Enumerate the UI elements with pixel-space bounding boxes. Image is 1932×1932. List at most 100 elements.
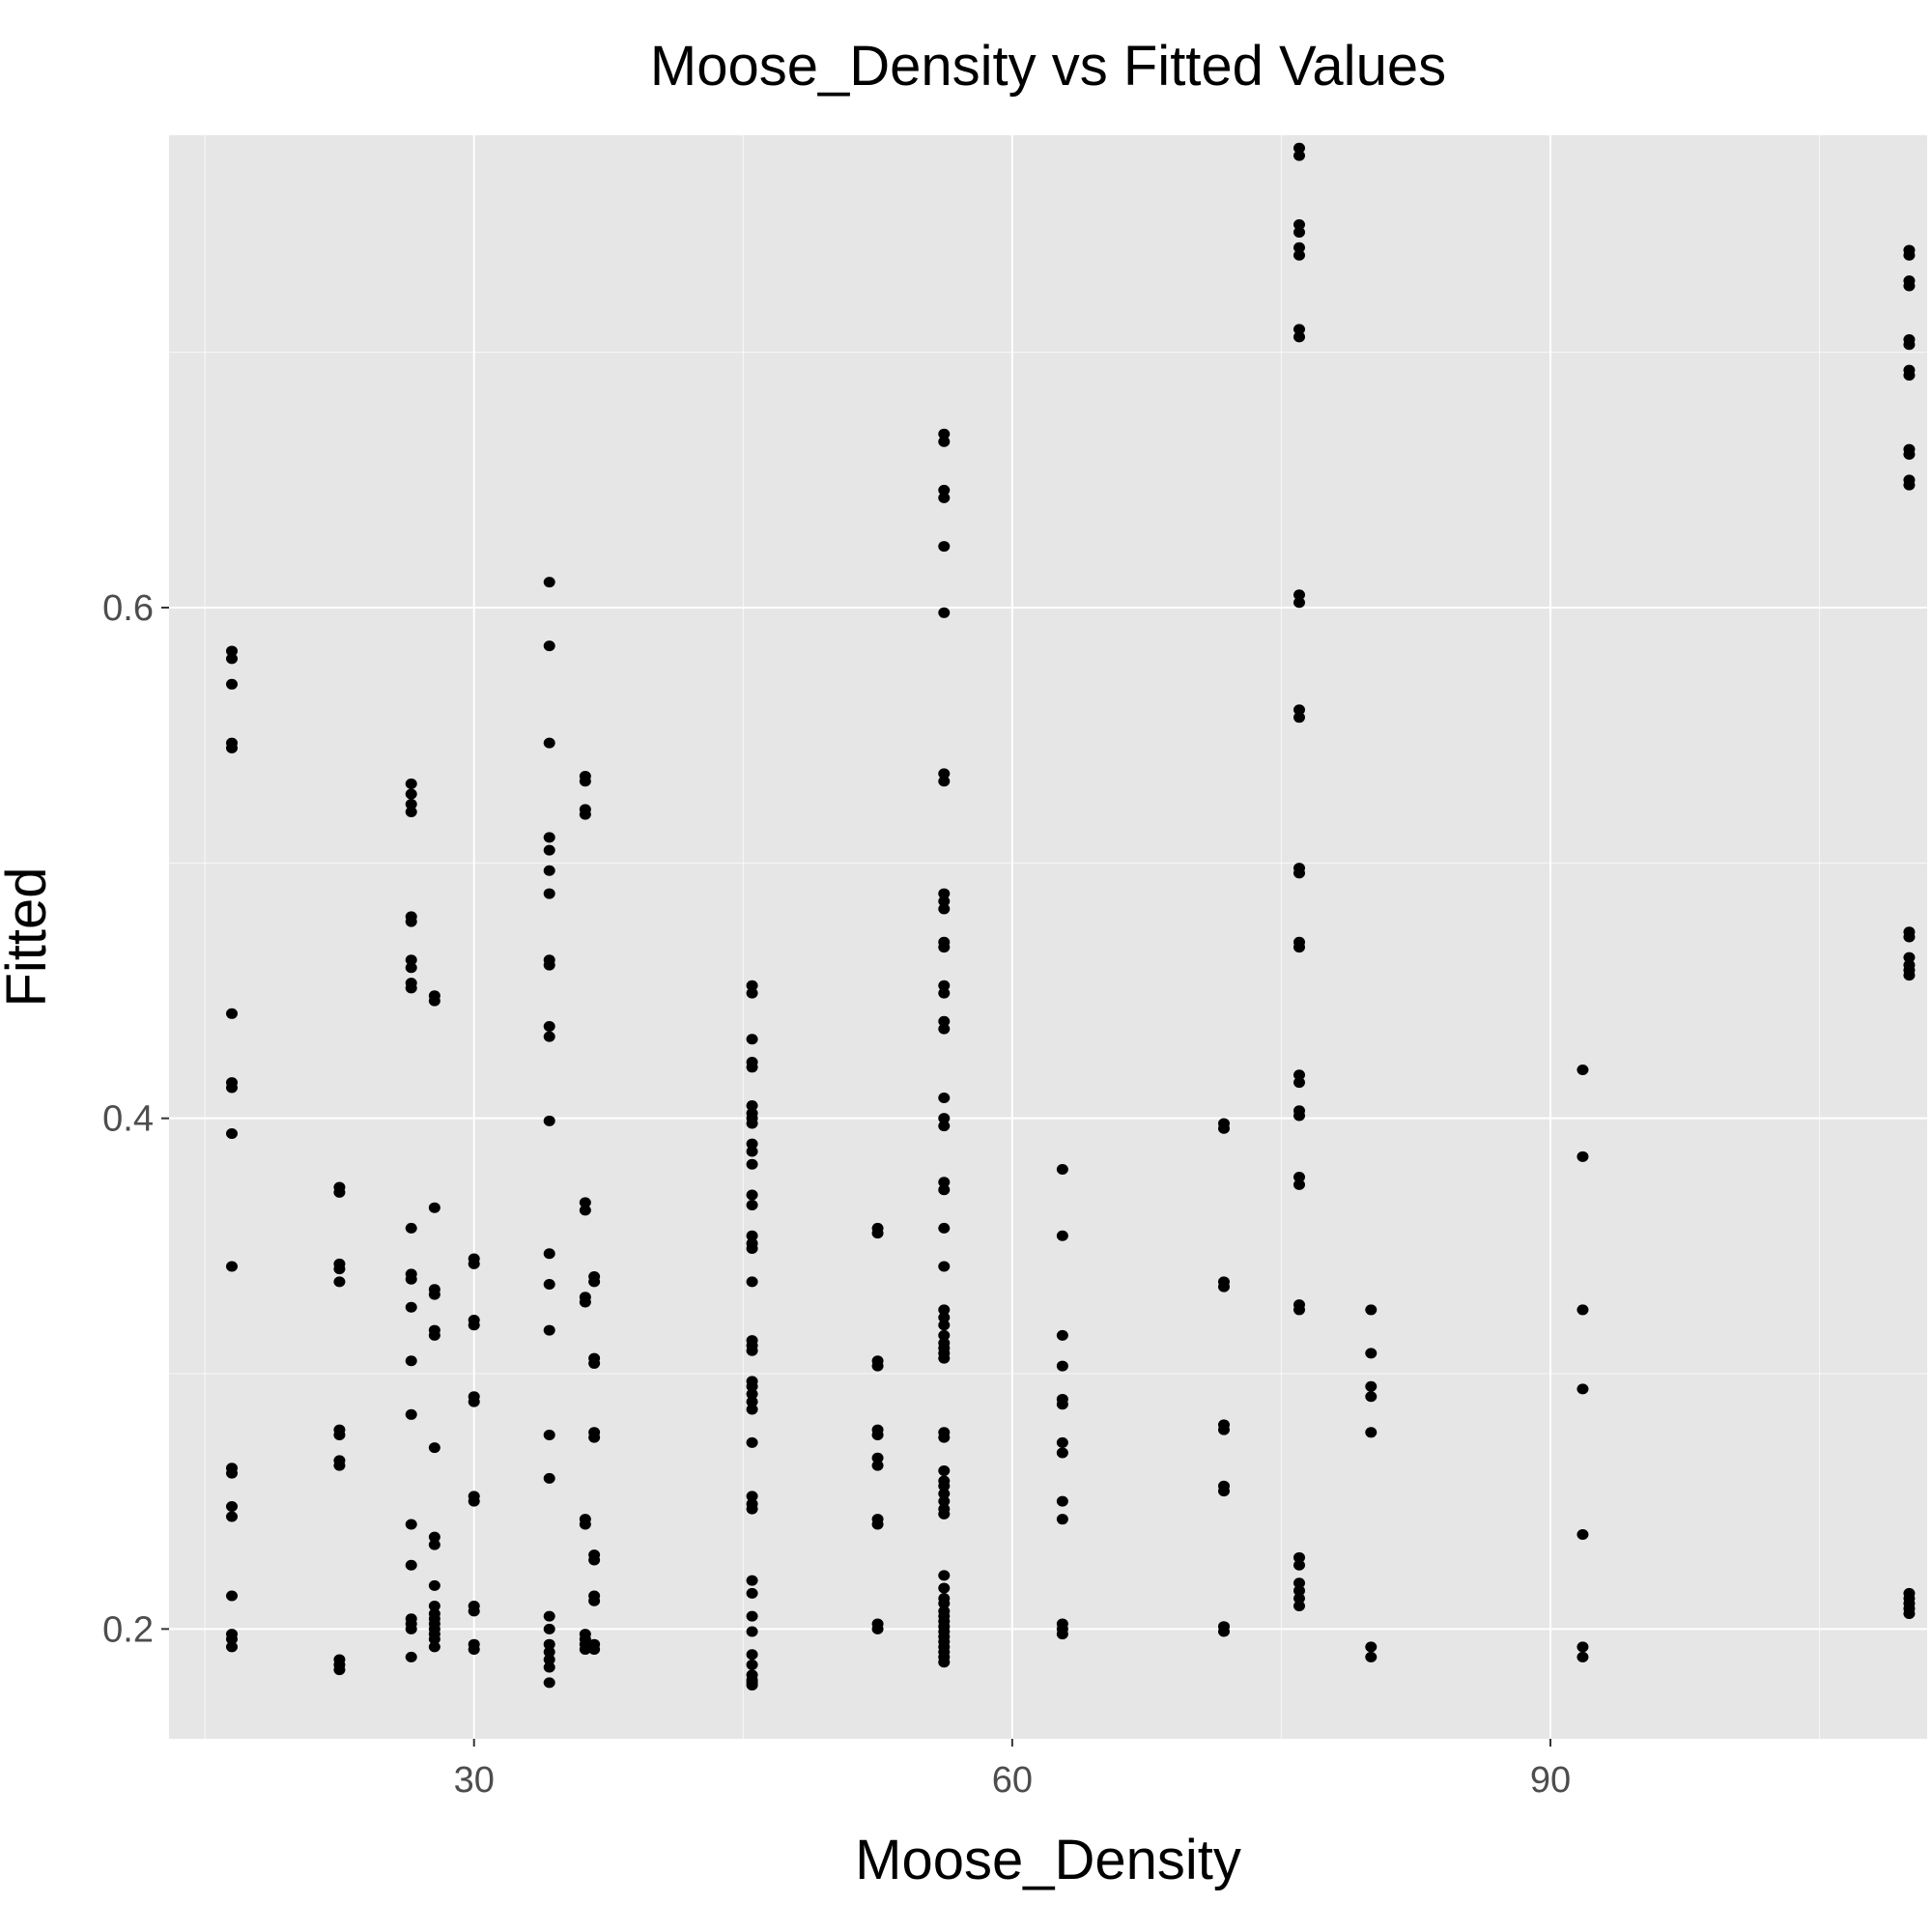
- data-point: [226, 1128, 238, 1140]
- data-point: [543, 1021, 555, 1033]
- data-point: [938, 1329, 951, 1341]
- y-tick-label: 0.2: [102, 1609, 154, 1650]
- data-point: [1293, 219, 1305, 231]
- data-point: [1577, 1641, 1589, 1653]
- data-point: [579, 1519, 591, 1530]
- data-point: [938, 1570, 951, 1581]
- y-tick-label: 0.4: [102, 1099, 154, 1140]
- data-point: [1056, 1436, 1068, 1448]
- data-point: [938, 1657, 951, 1668]
- data-point: [543, 1662, 555, 1673]
- data-point: [871, 1519, 884, 1530]
- data-point: [746, 1436, 758, 1448]
- data-point: [1056, 1629, 1068, 1640]
- y-axis-title: Fitted: [0, 867, 58, 1007]
- data-point: [1293, 1110, 1305, 1122]
- data-point: [333, 1460, 346, 1471]
- data-point: [428, 1442, 440, 1454]
- data-point: [1293, 1593, 1305, 1605]
- data-point: [543, 1677, 555, 1689]
- data-point: [543, 1248, 555, 1260]
- data-point: [405, 1623, 417, 1634]
- data-point: [1293, 942, 1305, 953]
- data-point: [405, 799, 417, 810]
- data-point: [543, 1031, 555, 1042]
- data-point: [405, 788, 417, 800]
- data-point: [746, 1659, 758, 1670]
- x-axis-ticks: 30 60 90: [454, 1739, 1571, 1801]
- data-point: [1577, 1064, 1589, 1075]
- data-point: [938, 895, 951, 907]
- data-point: [226, 645, 238, 657]
- data-point: [1903, 1607, 1916, 1619]
- data-point: [579, 776, 591, 787]
- data-point: [746, 1146, 758, 1157]
- data-point: [871, 1452, 884, 1463]
- data-point: [1365, 1304, 1378, 1316]
- data-point: [746, 1034, 758, 1045]
- data-point: [543, 1472, 555, 1484]
- data-point: [1293, 1304, 1305, 1316]
- data-point: [468, 1396, 480, 1407]
- data-point: [428, 1634, 440, 1645]
- data-point: [588, 1554, 601, 1566]
- data-point: [405, 778, 417, 789]
- data-point: [746, 1575, 758, 1586]
- data-point: [1293, 704, 1305, 716]
- data-point: [938, 942, 951, 953]
- data-point: [1293, 242, 1305, 253]
- data-point: [543, 1646, 555, 1658]
- data-point: [405, 954, 417, 966]
- data-point: [226, 1511, 238, 1522]
- data-point: [746, 1404, 758, 1415]
- data-point: [543, 1623, 555, 1634]
- data-point: [579, 809, 591, 820]
- data-point: [1293, 1077, 1305, 1089]
- data-point: [543, 888, 555, 899]
- data-points: [226, 142, 1916, 1690]
- data-point: [1577, 1651, 1589, 1662]
- data-point: [405, 1301, 417, 1313]
- data-point: [543, 1115, 555, 1126]
- data-point: [1903, 369, 1916, 381]
- data-point: [543, 1610, 555, 1622]
- data-point: [428, 1531, 440, 1543]
- data-point: [226, 1500, 238, 1512]
- data-point: [1577, 1383, 1589, 1395]
- data-point: [543, 865, 555, 876]
- data-point: [579, 1205, 591, 1216]
- data-point: [428, 1202, 440, 1213]
- data-point: [226, 1590, 238, 1602]
- data-point: [746, 1587, 758, 1599]
- data-point: [1903, 249, 1916, 261]
- data-point: [543, 737, 555, 749]
- y-tick-label: 0.6: [102, 588, 154, 629]
- data-point: [1577, 1529, 1589, 1541]
- data-point: [1577, 1304, 1589, 1316]
- data-point: [428, 1329, 440, 1341]
- data-point: [1056, 1230, 1068, 1241]
- data-point: [1056, 1447, 1068, 1459]
- data-point: [405, 1559, 417, 1571]
- data-point: [938, 903, 951, 915]
- data-point: [938, 1184, 951, 1196]
- data-point: [405, 806, 417, 817]
- data-point: [1903, 479, 1916, 491]
- data-point: [938, 428, 951, 440]
- data-point: [428, 995, 440, 1007]
- data-point: [543, 1429, 555, 1440]
- data-point: [226, 1634, 238, 1645]
- data-point: [938, 1488, 951, 1499]
- data-point: [871, 1623, 884, 1634]
- data-point: [938, 987, 951, 999]
- data-point: [1293, 1179, 1305, 1190]
- data-point: [1903, 952, 1916, 963]
- data-point: [333, 1429, 346, 1440]
- data-point: [1903, 339, 1916, 351]
- data-point: [543, 1324, 555, 1336]
- data-point: [938, 1432, 951, 1443]
- data-point: [588, 1432, 601, 1443]
- data-point: [1218, 1281, 1230, 1293]
